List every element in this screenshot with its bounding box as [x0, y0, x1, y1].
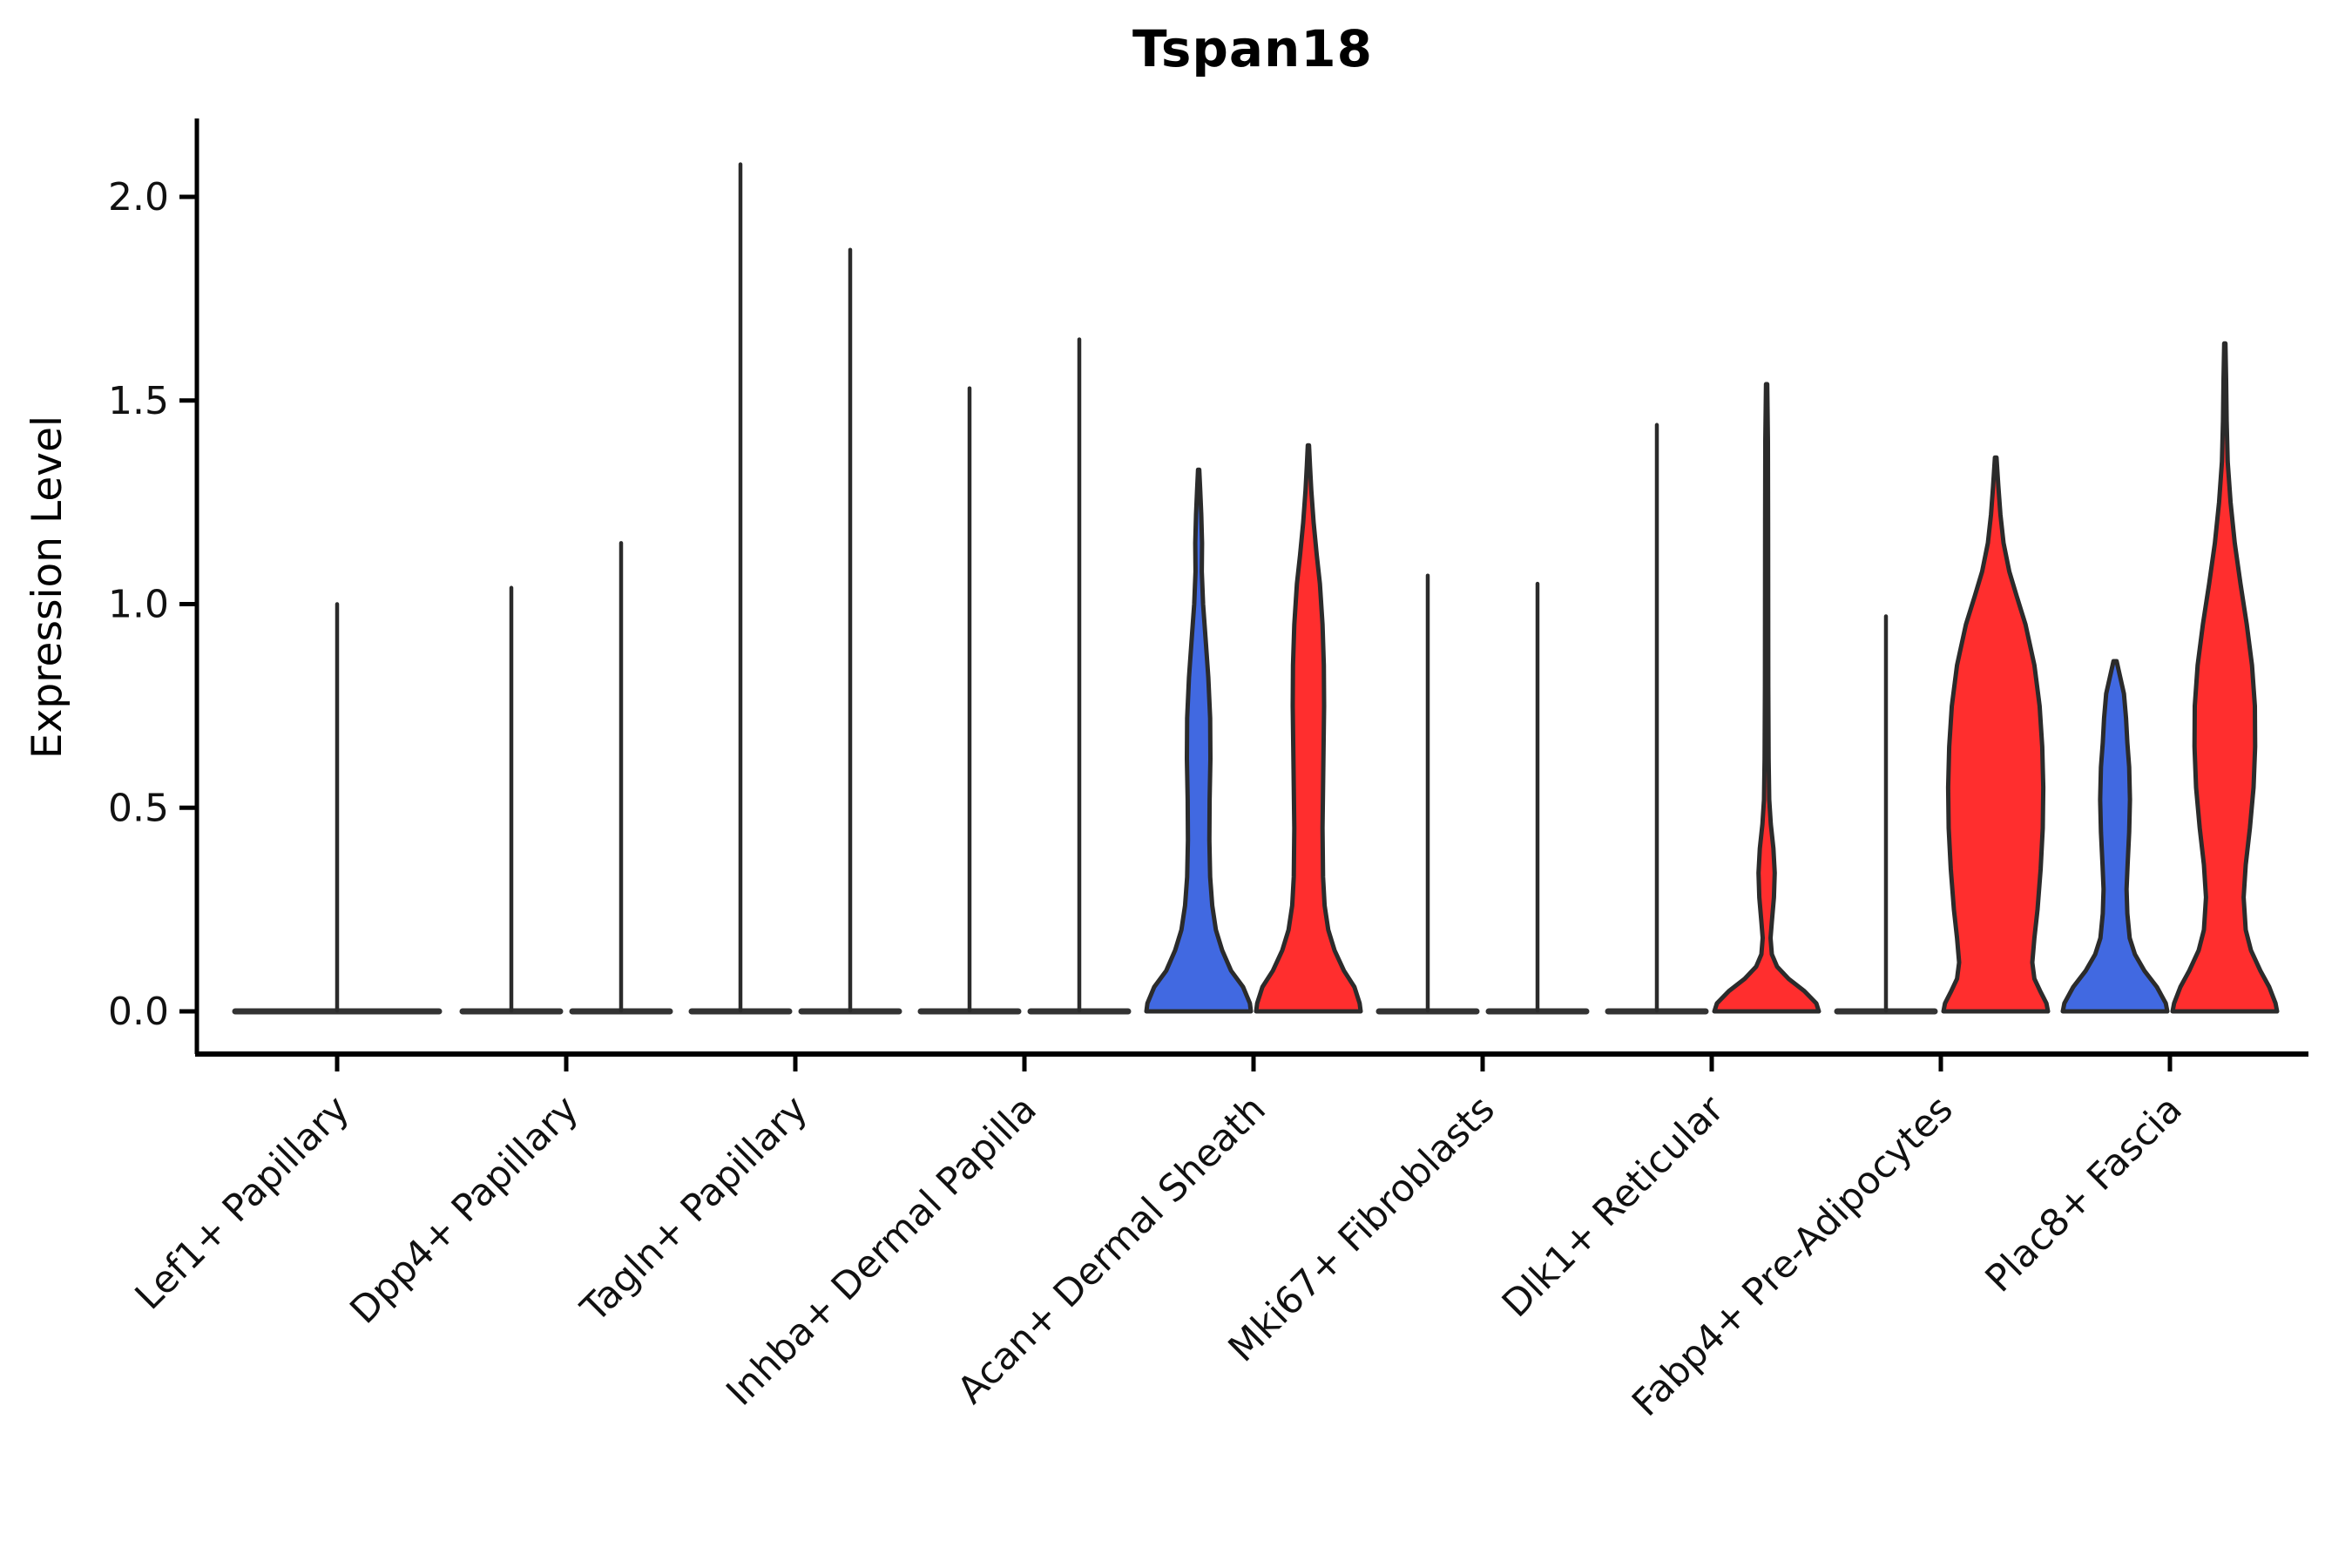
y-tick-label: 2.0	[108, 175, 169, 220]
y-tick-label: 1.0	[108, 583, 169, 627]
y-tick-label: 0.5	[108, 786, 169, 830]
violin-4-left-body	[1144, 467, 1254, 1014]
y-tick-label: 0.0	[108, 990, 169, 1034]
x-tick-label: Lef1+ Papillary	[127, 1087, 358, 1318]
chart-title: Tspan18	[1132, 19, 1374, 78]
y-tick-label: 1.5	[108, 379, 169, 423]
x-tick-label: Mki67+ Fibroblasts	[1220, 1087, 1504, 1370]
violin-8-right-body	[2170, 341, 2280, 1014]
x-tick-label: Plac8+ Fascia	[1977, 1087, 2191, 1301]
x-tick-label: Dpp4+ Papillary	[342, 1087, 587, 1332]
violin-7-right-body	[1941, 455, 2051, 1014]
x-tick-label: Tagln+ Papillary	[572, 1087, 816, 1331]
violin-8-left-body	[2060, 659, 2170, 1014]
x-tick-label: Dlk1+ Reticular	[1494, 1087, 1733, 1326]
y-axis-title: Expression Level	[24, 415, 71, 760]
violin-6-right-body	[1712, 382, 1821, 1014]
violin-4-right-body	[1254, 443, 1363, 1014]
